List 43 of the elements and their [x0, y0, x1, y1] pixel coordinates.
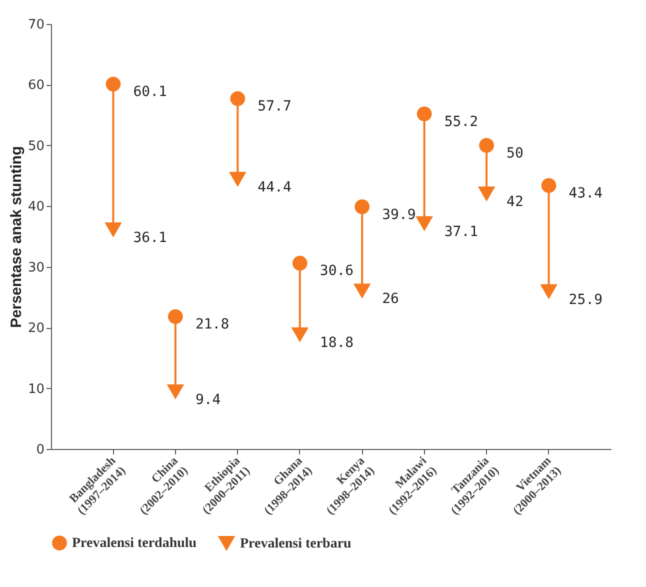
point — [104, 222, 122, 238]
data-label: 42 — [506, 194, 524, 210]
data-label: 21.8 — [195, 316, 230, 333]
point — [230, 91, 246, 106]
data-label: 55.2 — [444, 114, 478, 130]
point — [291, 327, 309, 342]
data-label: 30.6 — [320, 263, 354, 280]
legend-label: Prevalensi terdahulu — [72, 536, 197, 552]
y-tick-label: 40 — [28, 200, 44, 215]
point — [354, 199, 370, 214]
point — [540, 284, 558, 300]
legend-label: Prevalensi terbaru — [240, 536, 352, 552]
y-tick-label: 10 — [28, 382, 44, 397]
point — [106, 76, 121, 92]
data-label: 36.1 — [133, 230, 167, 246]
y-tick-label: 30 — [28, 260, 44, 276]
point — [292, 256, 308, 271]
data-label: 39.9 — [382, 206, 416, 223]
point — [166, 384, 184, 400]
y-tick-label: 70 — [28, 18, 44, 32]
data-label: 44.4 — [258, 179, 292, 196]
data-label: 18.8 — [320, 334, 354, 351]
data-label: 50 — [506, 145, 524, 162]
y-tick-label: 0 — [36, 442, 44, 458]
data-label: 9.4 — [195, 392, 221, 408]
y-tick-label: 50 — [28, 138, 44, 154]
data-label: 25.9 — [568, 292, 602, 308]
point — [229, 172, 246, 187]
point — [416, 106, 432, 122]
data-label: 60.1 — [133, 84, 167, 100]
point — [168, 309, 183, 324]
data-label: 57.7 — [258, 98, 292, 115]
y-tick-label: 20 — [28, 321, 44, 336]
y-axis-title: Persentase anak stunting — [8, 146, 25, 328]
point — [541, 178, 556, 193]
point — [478, 186, 496, 202]
point — [416, 216, 433, 232]
point — [479, 138, 494, 153]
point — [353, 284, 371, 299]
data-label: 43.4 — [568, 186, 602, 202]
data-label: 37.1 — [444, 224, 478, 240]
data-label: 26 — [382, 291, 399, 308]
y-tick-label: 60 — [28, 78, 44, 94]
